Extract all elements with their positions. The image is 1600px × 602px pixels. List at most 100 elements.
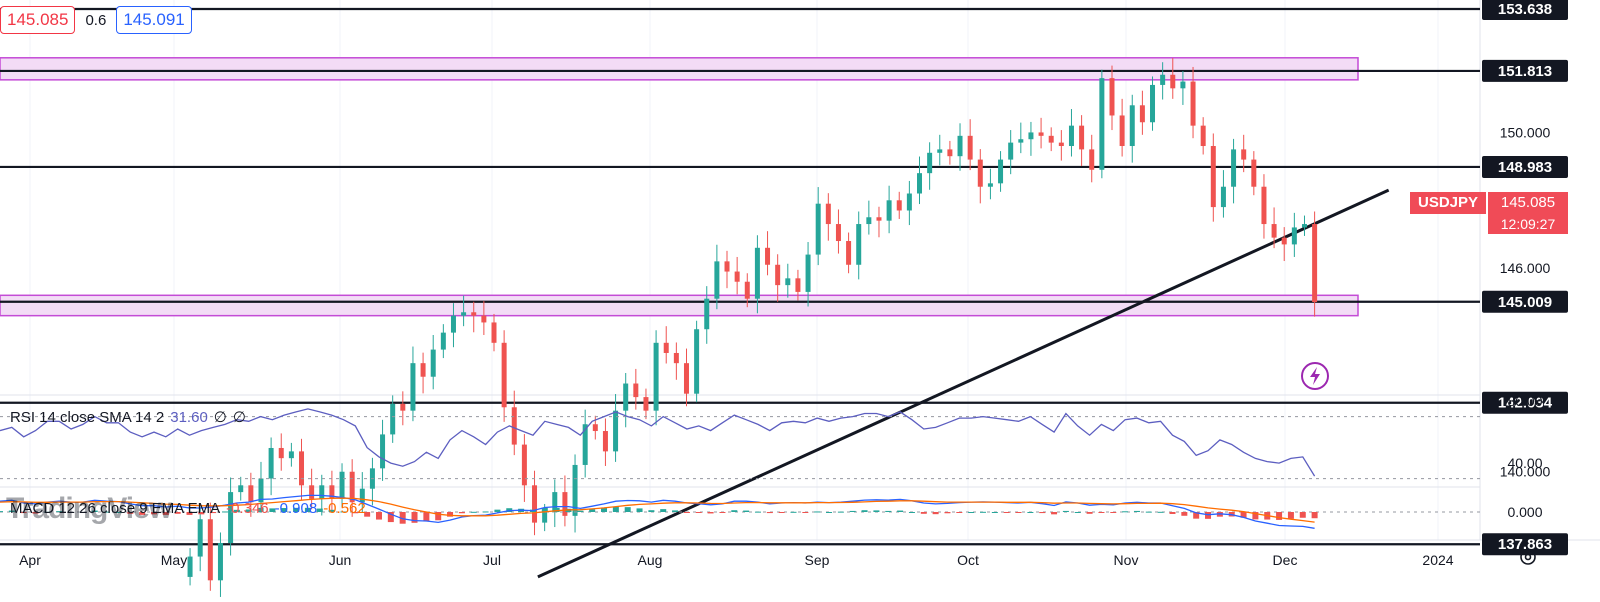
macd-histogram-bar <box>387 512 394 523</box>
candle-body <box>1079 125 1085 150</box>
candle-body <box>754 247 760 299</box>
candle-body <box>238 485 244 493</box>
macd-histogram-bar <box>328 509 335 512</box>
candle-body <box>248 485 254 503</box>
macd-legend[interactable]: MACD 12 26 close 9 EMA EMA -0.346 -0.908 -0… <box>10 500 366 517</box>
macd-histogram-bar <box>103 511 110 513</box>
macd-histogram-bar <box>482 511 489 513</box>
macd-histogram-bar <box>150 512 157 515</box>
macd-histogram-bar <box>885 510 892 512</box>
candle-body <box>278 447 284 459</box>
candle-body <box>572 464 578 516</box>
macd-histogram-bar <box>944 512 951 514</box>
trendline[interactable] <box>537 188 1390 579</box>
candle-body <box>582 424 588 465</box>
time-tick-label: Sep <box>805 552 830 568</box>
rsi-tick-label: 80.00 <box>1507 393 1542 409</box>
level-label-text: 151.813 <box>1498 63 1552 80</box>
candle-body <box>542 512 548 523</box>
rsi-label: RSI 14 close SMA 14 2 <box>10 409 165 426</box>
candle-body <box>1170 74 1176 89</box>
macd-histogram-bar <box>873 510 880 512</box>
quote-box: 145.085 0.6 145.091 <box>0 4 192 36</box>
bid-button[interactable]: 145.085 <box>0 6 76 34</box>
macd-histogram-bar <box>91 510 98 512</box>
support-resistance-zone[interactable] <box>0 294 1359 317</box>
macd-histogram-bar <box>1051 512 1058 515</box>
macd-histogram-bar <box>837 511 844 513</box>
macd-histogram-bar <box>79 512 86 513</box>
rsi-value: 31.60 <box>170 409 208 426</box>
macd-histogram-bar <box>1145 511 1152 513</box>
macd-histogram-bar <box>648 510 655 512</box>
lightning-icon[interactable] <box>1300 361 1330 391</box>
countdown-tag: 12:09:27 <box>1488 214 1568 234</box>
candle-body <box>359 488 365 503</box>
macd-histogram-bar <box>470 511 477 513</box>
macd-histogram-bar <box>968 512 975 513</box>
support-resistance-zone[interactable] <box>0 57 1359 81</box>
macd-histogram-bar <box>139 512 146 515</box>
macd-histogram-bar <box>826 512 833 513</box>
candle-body <box>947 149 953 157</box>
horizontal-levels <box>0 7 1480 546</box>
price-tick-label: 150.000 <box>1500 124 1551 140</box>
macd-histogram-bar <box>719 512 726 513</box>
candle-body <box>694 329 700 394</box>
candle-body <box>1220 186 1226 208</box>
candle-body <box>1180 81 1186 89</box>
level-label-text: 145.009 <box>1498 294 1552 311</box>
candle-body <box>1210 146 1216 208</box>
level-label-box <box>1482 533 1568 556</box>
candle-body <box>440 332 446 350</box>
macd-histogram-bar <box>1027 512 1034 513</box>
candle-body <box>714 261 720 299</box>
candle-body <box>217 542 223 581</box>
rsi-legend[interactable]: RSI 14 close SMA 14 2 31.60 ∅ ∅ <box>10 408 246 426</box>
price-tick-label: 140.000 <box>1500 464 1551 480</box>
rsi-pane <box>0 408 1480 480</box>
macd-histogram-bar <box>68 512 75 513</box>
candle-body <box>977 159 983 187</box>
candle-body <box>1271 224 1277 238</box>
candle-body <box>765 247 771 265</box>
candle-body <box>1251 159 1257 187</box>
candle-body <box>805 254 811 292</box>
macd-histogram-bar <box>1169 512 1176 514</box>
macd-signal-line <box>0 497 1315 523</box>
candle-body <box>613 410 619 452</box>
macd-histogram-bar <box>8 510 15 512</box>
ask-button[interactable]: 145.091 <box>116 6 192 34</box>
tradingview-watermark: TradingView <box>6 492 172 526</box>
level-label-text: 137.863 <box>1498 536 1552 553</box>
candle-body <box>987 183 993 187</box>
candle-body <box>1109 78 1115 116</box>
macd-histogram-bar <box>0 511 3 513</box>
candle-body <box>876 217 882 221</box>
macd-histogram-bar <box>814 511 821 513</box>
time-tick-label: Jun <box>329 552 352 568</box>
macd-histogram-bar <box>257 507 264 512</box>
candle-body <box>886 200 892 221</box>
macd-histogram-bar <box>316 508 323 512</box>
time-tick-label: 2024 <box>1422 552 1453 568</box>
candle-body <box>683 363 689 394</box>
level-label-box <box>1482 290 1568 313</box>
macd-hist-value: -0.346 <box>226 500 269 517</box>
macd-histogram-bar <box>458 512 465 514</box>
macd-histogram-bar <box>115 512 122 513</box>
candle-body <box>258 478 264 503</box>
macd-histogram-bar <box>1110 512 1117 513</box>
macd-histogram-bar <box>269 508 276 512</box>
time-tick-label: Nov <box>1114 552 1139 568</box>
candle-body <box>1241 149 1247 160</box>
macd-histogram-bar <box>1240 512 1247 518</box>
candle-body <box>724 261 730 272</box>
candle-body <box>1119 115 1125 147</box>
macd-histogram-bar <box>352 512 359 514</box>
macd-histogram-bar <box>1252 512 1259 520</box>
settings-icon[interactable] <box>1518 547 1538 567</box>
macd-histogram-bar <box>991 512 998 513</box>
